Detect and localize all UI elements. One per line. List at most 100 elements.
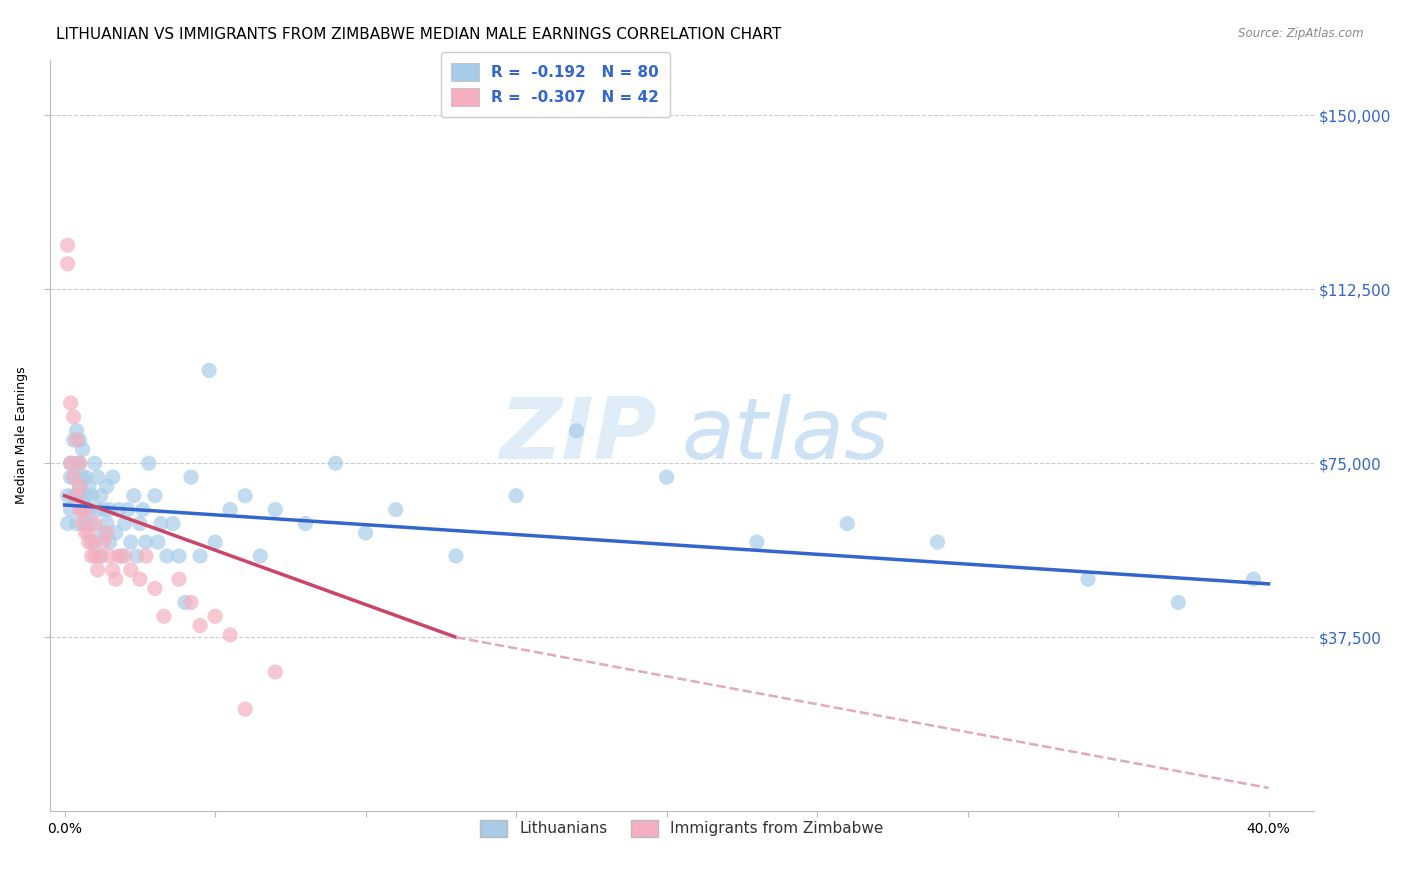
- Point: [98, 502, 121, 516]
- Point: [143, 582, 166, 596]
- Point: [65, 424, 87, 438]
- Point: [75, 525, 97, 540]
- Point: [72, 516, 94, 531]
- Point: [128, 572, 150, 586]
- Point: [62, 489, 84, 503]
- Point: [59, 396, 82, 410]
- Point: [83, 456, 105, 470]
- Point: [62, 470, 84, 484]
- Point: [219, 502, 242, 516]
- Point: [167, 549, 190, 563]
- Point: [1243, 572, 1265, 586]
- Point: [135, 549, 157, 563]
- Point: [93, 535, 115, 549]
- Point: [69, 456, 91, 470]
- Point: [96, 516, 118, 531]
- Point: [75, 502, 97, 516]
- Point: [77, 502, 100, 516]
- Point: [80, 489, 103, 503]
- Point: [117, 502, 139, 516]
- Point: [72, 502, 94, 516]
- Point: [86, 502, 108, 516]
- Point: [69, 456, 91, 470]
- Point: [384, 502, 406, 516]
- Point: [162, 516, 184, 531]
- Point: [75, 516, 97, 531]
- Point: [90, 549, 112, 563]
- Point: [294, 516, 316, 531]
- Point: [56, 238, 79, 252]
- Text: Source: ZipAtlas.com: Source: ZipAtlas.com: [1239, 27, 1364, 40]
- Point: [111, 549, 134, 563]
- Point: [65, 489, 87, 503]
- Text: ZIP: ZIP: [499, 394, 657, 477]
- Point: [180, 595, 202, 609]
- Point: [77, 525, 100, 540]
- Point: [90, 549, 112, 563]
- Point: [83, 516, 105, 531]
- Point: [138, 456, 160, 470]
- Point: [80, 549, 103, 563]
- Point: [75, 470, 97, 484]
- Point: [80, 516, 103, 531]
- Point: [72, 470, 94, 484]
- Point: [62, 470, 84, 484]
- Point: [83, 549, 105, 563]
- Y-axis label: Median Male Earnings: Median Male Earnings: [15, 367, 28, 504]
- Point: [204, 609, 226, 624]
- Point: [86, 470, 108, 484]
- Point: [188, 549, 211, 563]
- Point: [93, 502, 115, 516]
- Point: [62, 433, 84, 447]
- Point: [101, 563, 124, 577]
- Point: [156, 549, 179, 563]
- Point: [120, 563, 142, 577]
- Point: [98, 535, 121, 549]
- Point: [149, 516, 172, 531]
- Point: [745, 535, 768, 549]
- Point: [120, 535, 142, 549]
- Point: [80, 535, 103, 549]
- Point: [72, 502, 94, 516]
- Point: [104, 572, 127, 586]
- Point: [56, 489, 79, 503]
- Point: [69, 479, 91, 493]
- Point: [59, 470, 82, 484]
- Point: [233, 489, 256, 503]
- Point: [114, 516, 136, 531]
- Point: [56, 516, 79, 531]
- Point: [59, 502, 82, 516]
- Point: [174, 595, 197, 609]
- Point: [86, 563, 108, 577]
- Point: [143, 489, 166, 503]
- Point: [77, 479, 100, 493]
- Point: [198, 363, 221, 377]
- Point: [56, 257, 79, 271]
- Point: [837, 516, 859, 531]
- Point: [62, 409, 84, 424]
- Point: [249, 549, 271, 563]
- Point: [325, 456, 347, 470]
- Point: [69, 479, 91, 493]
- Text: atlas: atlas: [682, 394, 890, 477]
- Point: [565, 424, 588, 438]
- Legend: Lithuanians, Immigrants from Zimbabwe: Lithuanians, Immigrants from Zimbabwe: [472, 812, 891, 845]
- Point: [114, 549, 136, 563]
- Point: [75, 489, 97, 503]
- Point: [65, 433, 87, 447]
- Point: [90, 489, 112, 503]
- Point: [65, 456, 87, 470]
- Point: [153, 609, 176, 624]
- Point: [69, 502, 91, 516]
- Point: [180, 470, 202, 484]
- Point: [135, 535, 157, 549]
- Point: [204, 535, 226, 549]
- Point: [219, 628, 242, 642]
- Point: [107, 549, 129, 563]
- Point: [354, 525, 377, 540]
- Point: [83, 535, 105, 549]
- Point: [59, 456, 82, 470]
- Text: LITHUANIAN VS IMMIGRANTS FROM ZIMBABWE MEDIAN MALE EARNINGS CORRELATION CHART: LITHUANIAN VS IMMIGRANTS FROM ZIMBABWE M…: [56, 27, 782, 42]
- Point: [101, 470, 124, 484]
- Point: [444, 549, 467, 563]
